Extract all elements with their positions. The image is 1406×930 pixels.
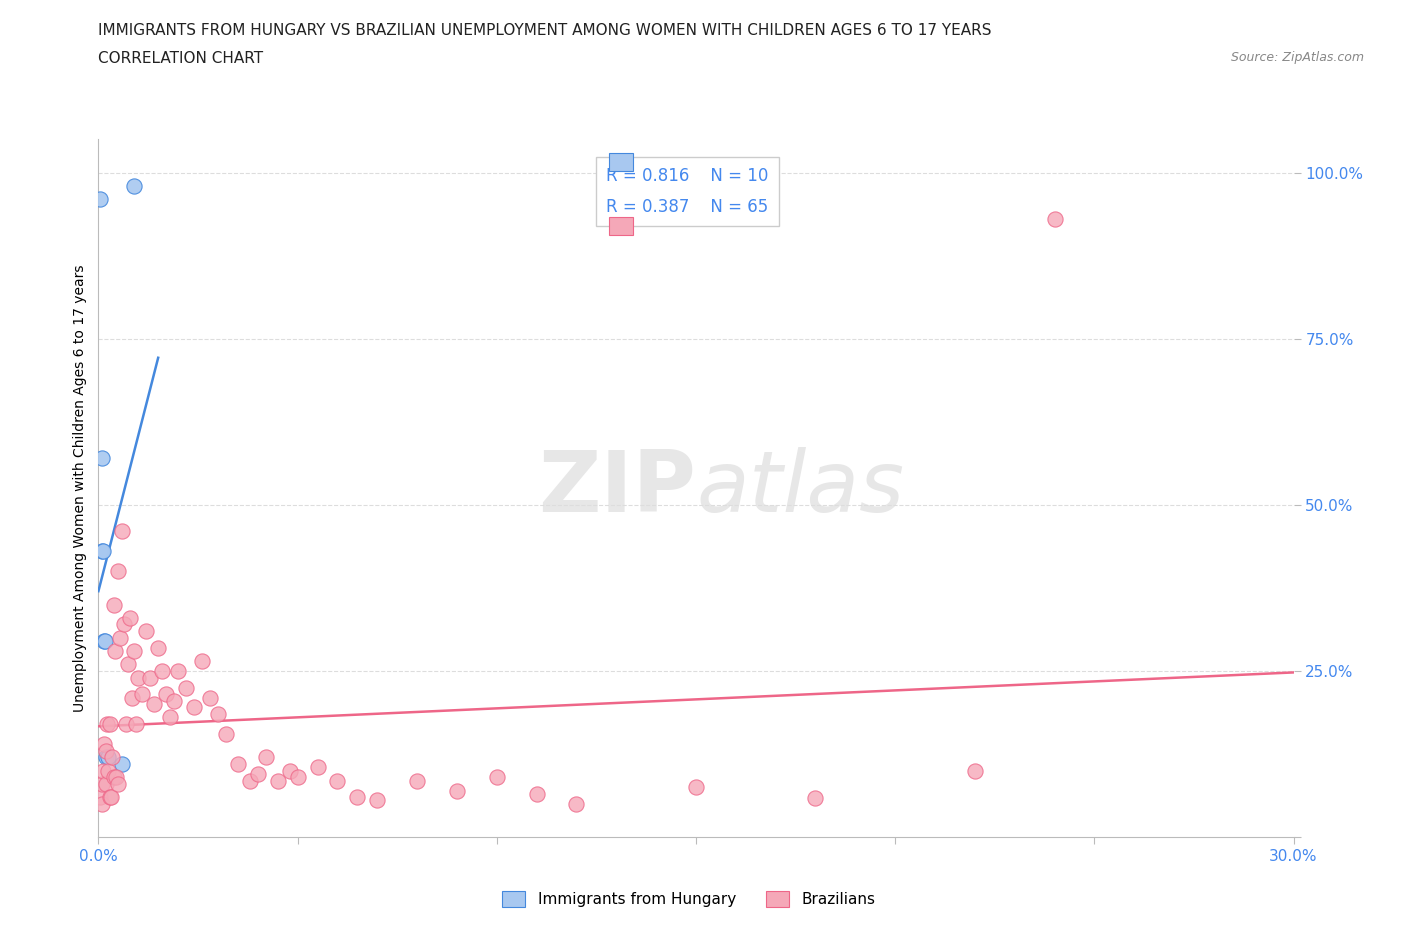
Point (254, 750, 277, 764)
Text: R = 0.816    N = 10
R = 0.387    N = 65: R = 0.816 N = 10 R = 0.387 N = 65 (606, 167, 769, 216)
Text: ZIP: ZIP (538, 446, 696, 530)
Point (124, 179, 146, 193)
Point (366, 793, 388, 808)
Point (963, 764, 986, 778)
FancyBboxPatch shape (609, 153, 633, 171)
Point (103, 770, 125, 785)
Point (191, 654, 214, 669)
Point (94, 633, 117, 648)
Point (143, 697, 166, 711)
Point (90, 777, 112, 791)
Point (117, 657, 139, 671)
Point (215, 726, 238, 741)
Point (246, 766, 269, 781)
Point (207, 707, 229, 722)
Point (485, 770, 508, 785)
Point (163, 694, 186, 709)
Point (94, 777, 117, 791)
Point (115, 717, 138, 732)
Point (98, 790, 121, 804)
Point (124, 644, 146, 658)
Point (121, 690, 143, 705)
Point (97, 750, 120, 764)
FancyBboxPatch shape (609, 217, 633, 235)
Legend: Immigrants from Hungary, Brazilians: Immigrants from Hungary, Brazilians (496, 884, 882, 913)
Point (446, 783, 468, 798)
Point (98, 717, 122, 732)
Point (93, 633, 115, 648)
Point (155, 686, 177, 701)
Point (110, 631, 132, 645)
Point (101, 750, 124, 764)
Point (104, 644, 127, 658)
Point (107, 777, 129, 791)
Point (90, 451, 112, 466)
Point (685, 779, 707, 794)
Text: CORRELATION CHART: CORRELATION CHART (98, 51, 263, 66)
Point (167, 663, 190, 678)
Point (804, 791, 827, 806)
Point (89, 192, 111, 206)
Point (267, 773, 290, 788)
Point (96, 717, 118, 732)
Point (139, 671, 162, 685)
Point (96, 743, 118, 758)
Point (226, 756, 249, 771)
Point (112, 617, 135, 631)
Point (127, 671, 149, 685)
Point (93, 737, 115, 751)
Point (131, 686, 153, 701)
Point (150, 663, 173, 678)
Point (526, 787, 548, 802)
Point (89, 790, 111, 804)
Point (307, 760, 329, 775)
Point (159, 710, 181, 724)
Point (91, 544, 114, 559)
Point (135, 624, 157, 639)
Y-axis label: Unemployment Among Women with Children Ages 6 to 17 years: Unemployment Among Women with Children A… (73, 264, 87, 712)
Point (326, 773, 349, 788)
Point (111, 524, 134, 538)
Point (239, 773, 262, 788)
Text: IMMIGRANTS FROM HUNGARY VS BRAZILIAN UNEMPLOYMENT AMONG WOMEN WITH CHILDREN AGES: IMMIGRANTS FROM HUNGARY VS BRAZILIAN UNE… (98, 23, 991, 38)
Point (97, 764, 120, 778)
Point (91, 796, 114, 811)
Point (96, 750, 118, 764)
Point (1043, 212, 1066, 227)
Point (278, 764, 301, 778)
Point (183, 700, 205, 715)
Point (111, 756, 134, 771)
Point (287, 770, 309, 785)
Text: Source: ZipAtlas.com: Source: ZipAtlas.com (1230, 51, 1364, 64)
Point (91, 764, 114, 778)
Point (346, 790, 368, 804)
Text: atlas: atlas (696, 446, 904, 530)
Point (406, 773, 429, 788)
Point (174, 680, 197, 695)
Point (120, 610, 142, 625)
Point (100, 790, 122, 804)
Point (103, 597, 125, 612)
Point (198, 690, 221, 705)
Point (91, 544, 114, 559)
Point (105, 770, 128, 785)
Point (107, 564, 129, 578)
Point (125, 717, 148, 732)
Point (148, 640, 170, 655)
Point (565, 796, 588, 811)
